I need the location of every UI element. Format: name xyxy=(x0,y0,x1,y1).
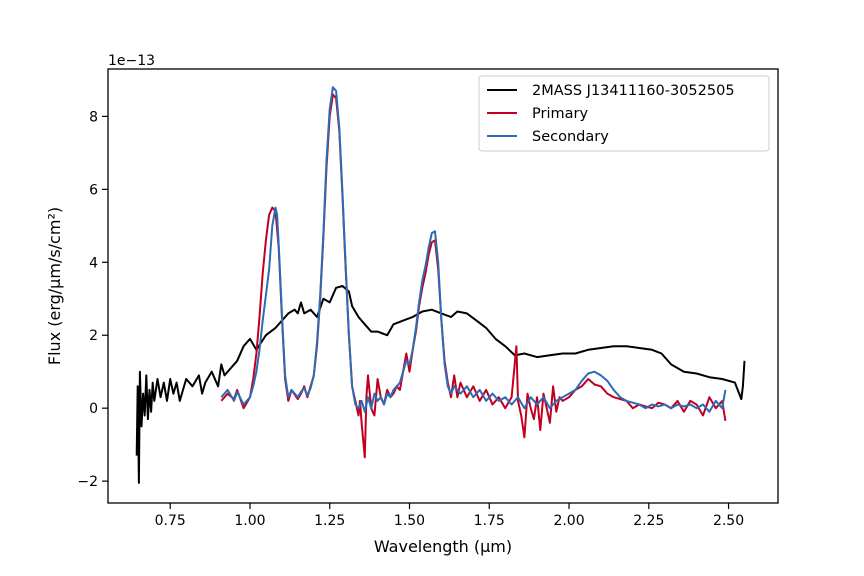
ticks-layer: 0.75 1.00 1.25 1.50 1.75 2.00 2.25 2.50 −2 0 2 4 6 8 xyxy=(77,109,744,529)
x-tick-label: 1.00 xyxy=(234,513,265,529)
y-tick-label: −2 xyxy=(77,474,98,490)
series-layer xyxy=(135,86,746,484)
y-tick-label: 8 xyxy=(89,109,98,125)
x-tick-label: 2.50 xyxy=(713,513,744,529)
x-tick-label: 2.25 xyxy=(633,513,664,529)
x-tick-label: 1.75 xyxy=(474,513,505,529)
x-tick-label: 0.75 xyxy=(155,513,186,529)
x-tick-label: 2.00 xyxy=(553,513,584,529)
legend: 2MASS J13411160-3052505 Primary Secondar… xyxy=(478,75,770,152)
y-tick-label: 2 xyxy=(89,328,98,344)
y-tick-label: 0 xyxy=(89,401,98,417)
series-line-secondary xyxy=(220,86,727,413)
x-axis-label: Wavelength (μm) xyxy=(374,537,512,556)
legend-box xyxy=(478,75,770,152)
y-tick-label: 6 xyxy=(89,182,98,198)
x-tick-label: 1.50 xyxy=(394,513,425,529)
y-offset-label: 1e−13 xyxy=(108,53,155,69)
y-axis-label: Flux (erg/μm/s/cm²) xyxy=(45,207,64,365)
x-tick-label: 1.25 xyxy=(314,513,345,529)
y-tick-label: 4 xyxy=(89,255,98,271)
legend-label-secondary: Secondary xyxy=(532,129,609,145)
legend-label-primary: Primary xyxy=(532,106,588,122)
plot-frame xyxy=(107,68,779,504)
legend-label-2mass: 2MASS J13411160-3052505 xyxy=(532,83,735,99)
